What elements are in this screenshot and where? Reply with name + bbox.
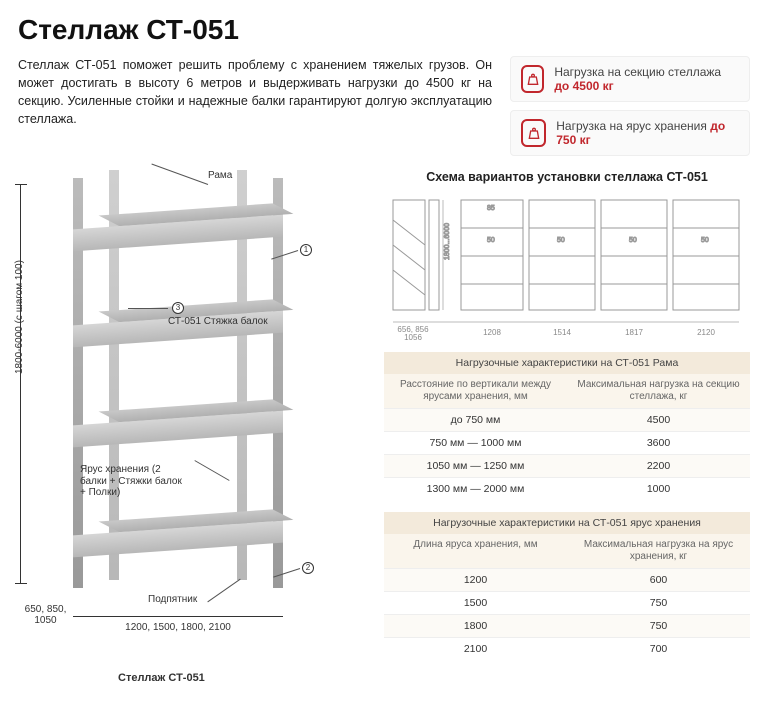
scheme-dim-2: 1514 xyxy=(553,328,571,337)
table-cell: 4500 xyxy=(567,409,750,431)
table2-title: Нагрузочные характеристики на СТ-051 яру… xyxy=(384,512,750,534)
table-cell: 1500 xyxy=(384,592,567,614)
callout-marker-1: 1 xyxy=(296,244,312,256)
table-tier-loads: Нагрузочные характеристики на СТ-051 яру… xyxy=(384,512,750,660)
table-row: до 750 мм4500 xyxy=(384,408,750,431)
callout-marker-2: 2 xyxy=(298,562,314,574)
callout-beam: 3 СТ-051 Стяжка балок xyxy=(168,302,268,325)
weight-icon xyxy=(521,119,546,147)
weight-icon xyxy=(521,65,544,93)
svg-text:50: 50 xyxy=(701,237,709,244)
table-cell: 750 xyxy=(567,592,750,614)
table-row: 1200600 xyxy=(384,568,750,591)
table-cell: 1000 xyxy=(567,478,750,500)
callout-footer: Подпятник xyxy=(148,594,197,605)
scheme-dim-0b: 1056 xyxy=(404,333,422,340)
dimension-width-line xyxy=(73,616,283,617)
table-row: 1500750 xyxy=(384,591,750,614)
load-box-section: Нагрузка на секцию стеллажа до 4500 кг xyxy=(510,56,750,102)
dimension-depth: 650, 850, 1050 xyxy=(18,604,73,626)
scheme-dim-1: 1208 xyxy=(483,328,501,337)
table2-head-1: Длина яруса хранения, мм xyxy=(384,534,567,568)
dimension-width: 1200, 1500, 1800, 2100 xyxy=(73,622,283,633)
table-cell: 1800 xyxy=(384,615,567,637)
page-title: Стеллаж СТ-051 xyxy=(18,14,750,46)
table-row: 1050 мм — 1250 мм2200 xyxy=(384,454,750,477)
svg-text:1800...6000: 1800...6000 xyxy=(444,223,451,260)
product-figure: 1800-6000 (с шагом 100) Рама 1 3 xyxy=(18,164,368,684)
table2-head-2: Максимальная нагрузка на ярус хранения, … xyxy=(567,534,750,568)
scheme-dim-3: 1817 xyxy=(625,328,643,337)
callout-tier: Ярус хранения (2 балки + Стяжки балок + … xyxy=(80,464,190,499)
load-boxes: Нагрузка на секцию стеллажа до 4500 кг Н… xyxy=(510,56,750,156)
table-cell: 2100 xyxy=(384,638,567,660)
scheme-title: Схема вариантов установки стеллажа СТ-05… xyxy=(384,170,750,184)
table-cell: 1300 мм — 2000 мм xyxy=(384,478,567,500)
table-cell: 750 мм — 1000 мм xyxy=(384,432,567,454)
shelf-render xyxy=(73,178,283,588)
product-description: Стеллаж СТ-051 поможет решить проблему с… xyxy=(18,56,492,156)
load-box-section-text: Нагрузка на секцию стеллажа до 4500 кг xyxy=(554,65,739,93)
callout-frame: Рама xyxy=(208,170,232,181)
svg-text:50: 50 xyxy=(487,237,495,244)
table-cell: 750 xyxy=(567,615,750,637)
table-cell: 1050 мм — 1250 мм xyxy=(384,455,567,477)
figure-caption: Стеллаж СТ-051 xyxy=(118,672,205,684)
table-row: 1800750 xyxy=(384,614,750,637)
table1-head-1: Расстояние по вертикали между ярусами хр… xyxy=(384,374,567,408)
table-cell: 3600 xyxy=(567,432,750,454)
table-row: 2100700 xyxy=(384,637,750,660)
table-cell: до 750 мм xyxy=(384,409,567,431)
table1-title: Нагрузочные характеристики на СТ-051 Рам… xyxy=(384,352,750,374)
table1-head-2: Максимальная нагрузка на секцию стеллажа… xyxy=(567,374,750,408)
svg-text:50: 50 xyxy=(557,237,565,244)
table-row: 750 мм — 1000 мм3600 xyxy=(384,431,750,454)
table-row: 1300 мм — 2000 мм1000 xyxy=(384,477,750,500)
svg-text:85: 85 xyxy=(487,205,495,212)
load-box-tier-text: Нагрузка на ярус хранения до 750 кг xyxy=(556,119,739,147)
scheme-dim-4: 2120 xyxy=(697,328,715,337)
svg-text:50: 50 xyxy=(629,237,637,244)
table-cell: 700 xyxy=(567,638,750,660)
dimension-height xyxy=(20,184,21,584)
table-frame-loads: Нагрузочные характеристики на СТ-051 Рам… xyxy=(384,352,750,500)
table-cell: 1200 xyxy=(384,569,567,591)
load-box-tier: Нагрузка на ярус хранения до 750 кг xyxy=(510,110,750,156)
dimension-height-label: 1800-6000 (с шагом 100) xyxy=(14,260,25,374)
scheme-diagram: 1800...6000 85 50 50 xyxy=(384,190,750,340)
table-cell: 2200 xyxy=(567,455,750,477)
table-cell: 600 xyxy=(567,569,750,591)
